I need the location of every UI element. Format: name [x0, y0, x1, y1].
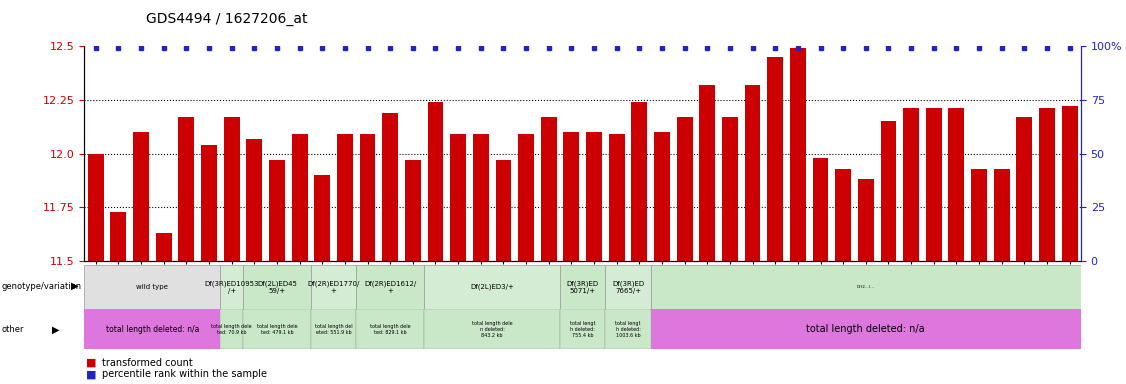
- Bar: [133, 132, 149, 261]
- Bar: [903, 108, 919, 261]
- Text: total length del
eted: 551.9 kb: total length del eted: 551.9 kb: [315, 324, 352, 335]
- Bar: [88, 154, 104, 261]
- Bar: [450, 134, 466, 261]
- Bar: [178, 117, 195, 261]
- Bar: [405, 160, 421, 261]
- Bar: [540, 117, 556, 261]
- Bar: [425, 309, 560, 349]
- Bar: [699, 85, 715, 261]
- Text: Df(2L)ED45
59/+: Df(2L)ED45 59/+: [257, 280, 297, 294]
- Text: Df(3R)ED10953
/+: Df(3R)ED10953 /+: [205, 280, 259, 294]
- Bar: [247, 139, 262, 261]
- Text: Df(2L)ED3/+: Df(2L)ED3/+: [471, 284, 515, 290]
- Text: Df(3R)ED
5071/+: Df(3R)ED 5071/+: [566, 280, 599, 294]
- Bar: [110, 212, 126, 261]
- Bar: [311, 309, 356, 349]
- Bar: [155, 233, 171, 261]
- Bar: [560, 309, 606, 349]
- Text: total length dele
ted: 829.1 kb: total length dele ted: 829.1 kb: [369, 324, 411, 335]
- Text: Df(3R)ED
7665/+: Df(3R)ED 7665/+: [611, 280, 644, 294]
- Bar: [243, 309, 311, 349]
- Bar: [314, 175, 330, 261]
- Bar: [495, 160, 511, 261]
- Bar: [202, 145, 217, 261]
- Text: Df(2...)...: Df(2...)...: [857, 285, 875, 289]
- Text: total length deleted: n/a: total length deleted: n/a: [806, 324, 926, 334]
- Text: total length dele
ted: 479.1 kb: total length dele ted: 479.1 kb: [257, 324, 297, 335]
- Bar: [518, 134, 534, 261]
- Text: ▶: ▶: [52, 324, 60, 334]
- Bar: [269, 160, 285, 261]
- Text: ■: ■: [86, 369, 96, 379]
- Bar: [337, 134, 352, 261]
- Bar: [994, 169, 1010, 261]
- Bar: [1062, 106, 1078, 261]
- Bar: [881, 121, 896, 261]
- Bar: [359, 134, 375, 261]
- Text: GDS4494 / 1627206_at: GDS4494 / 1627206_at: [146, 12, 307, 25]
- Text: total lengt
h deleted:
1003.6 kb: total lengt h deleted: 1003.6 kb: [615, 321, 641, 338]
- Bar: [654, 132, 670, 261]
- Bar: [948, 108, 964, 261]
- Bar: [971, 169, 988, 261]
- Bar: [428, 102, 444, 261]
- Bar: [84, 265, 221, 309]
- Bar: [835, 169, 851, 261]
- Bar: [606, 309, 651, 349]
- Bar: [1039, 108, 1055, 261]
- Bar: [926, 108, 941, 261]
- Bar: [606, 265, 651, 309]
- Text: transformed count: transformed count: [102, 358, 194, 368]
- Text: total lengt
h deleted:
755.4 kb: total lengt h deleted: 755.4 kb: [570, 321, 596, 338]
- Bar: [651, 265, 1081, 309]
- Bar: [473, 134, 489, 261]
- Bar: [677, 117, 692, 261]
- Bar: [292, 134, 307, 261]
- Bar: [1017, 117, 1033, 261]
- Text: percentile rank within the sample: percentile rank within the sample: [102, 369, 268, 379]
- Bar: [632, 102, 647, 261]
- Text: genotype/variation: genotype/variation: [1, 281, 81, 291]
- Text: Df(2R)ED1770/
+: Df(2R)ED1770/ +: [307, 280, 360, 294]
- Bar: [767, 57, 784, 261]
- Text: total length dele
ted: 70.9 kb: total length dele ted: 70.9 kb: [212, 324, 252, 335]
- Text: ▶: ▶: [71, 281, 79, 291]
- Bar: [609, 134, 625, 261]
- Bar: [744, 85, 760, 261]
- Bar: [587, 132, 602, 261]
- Bar: [224, 117, 240, 261]
- Bar: [858, 179, 874, 261]
- Bar: [356, 309, 425, 349]
- Bar: [243, 265, 311, 309]
- Bar: [722, 117, 738, 261]
- Bar: [560, 265, 606, 309]
- Text: total length deleted: n/a: total length deleted: n/a: [106, 325, 199, 334]
- Text: wild type: wild type: [136, 284, 168, 290]
- Bar: [790, 48, 806, 261]
- Bar: [425, 265, 560, 309]
- Bar: [221, 309, 243, 349]
- Text: Df(2R)ED1612/
+: Df(2R)ED1612/ +: [364, 280, 417, 294]
- Bar: [563, 132, 579, 261]
- Bar: [356, 265, 425, 309]
- Text: ■: ■: [86, 358, 96, 368]
- Bar: [813, 158, 829, 261]
- Bar: [311, 265, 356, 309]
- Text: total length dele
n deleted:
843.2 kb: total length dele n deleted: 843.2 kb: [472, 321, 512, 338]
- Bar: [382, 113, 399, 261]
- Bar: [221, 265, 243, 309]
- Text: other: other: [1, 325, 24, 334]
